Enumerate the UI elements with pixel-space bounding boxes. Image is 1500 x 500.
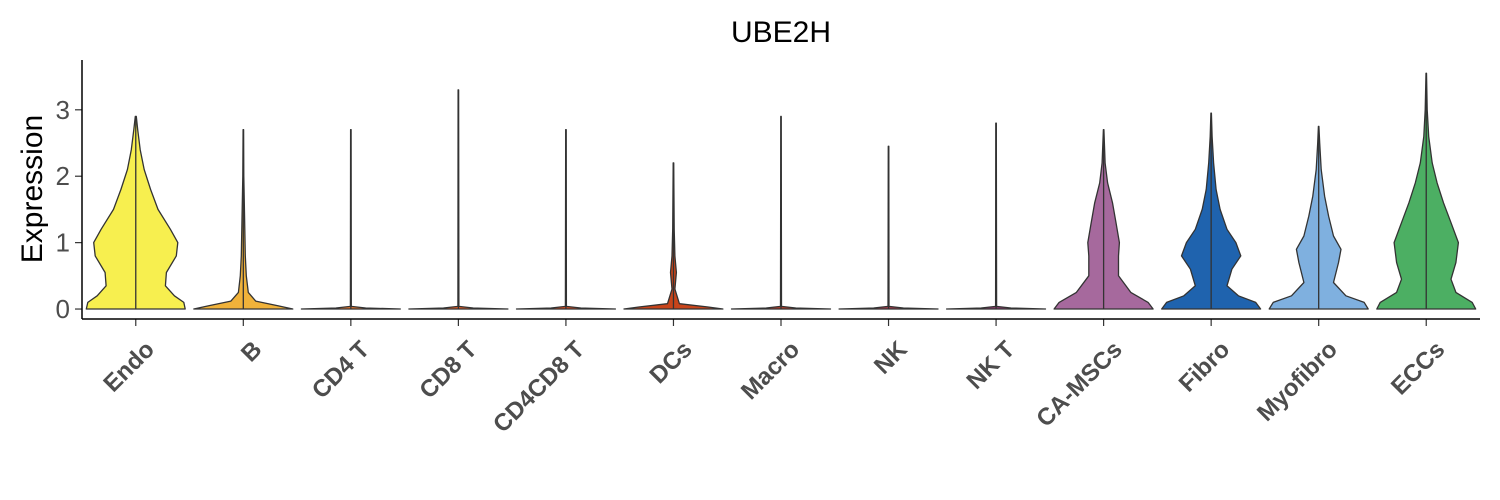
y-axis-ticks: 0 1 2 3 [56, 95, 82, 324]
x-tick-label: ECCs [1386, 336, 1450, 400]
y-tick-label: 0 [56, 294, 70, 324]
y-tick-label: 2 [56, 161, 70, 191]
x-tick-label: Myofibro [1252, 336, 1343, 427]
x-tick-label: Endo [98, 336, 160, 398]
y-tick-label: 3 [56, 95, 70, 125]
x-axis-ticks: Endo B CD4 T CD8 T CD4CD8 T DCs Macro NK NK T CA-… [98, 319, 1450, 438]
x-tick-label: Fibro [1174, 336, 1236, 398]
y-axis-label: Expression [16, 115, 49, 263]
x-tick-label: CD4 T [307, 336, 375, 404]
x-tick-label: CD8 T [414, 336, 482, 404]
x-tick-label: B [236, 336, 267, 367]
x-tick-label: NK T [962, 336, 1021, 395]
violins-layer [85, 72, 1477, 310]
x-tick-label: CD4CD8 T [488, 336, 590, 438]
chart-title: UBE2H [731, 16, 831, 49]
y-tick-label: 1 [56, 228, 70, 258]
x-tick-label: CA-MSCs [1031, 336, 1127, 432]
x-tick-label: DCs [645, 336, 698, 389]
x-tick-label: Macro [736, 336, 805, 405]
x-tick-label: NK [869, 336, 913, 380]
